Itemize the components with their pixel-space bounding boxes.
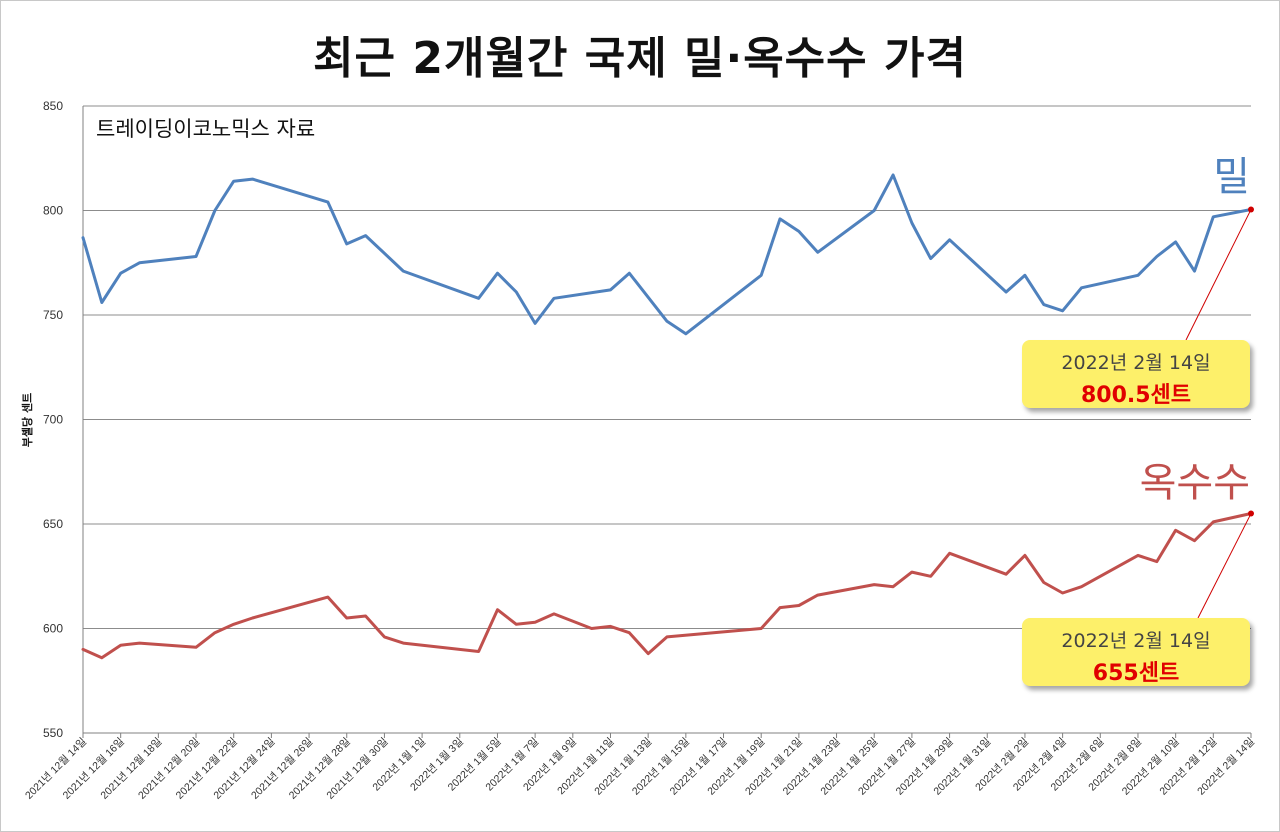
wheat-leader-line: [1185, 209, 1252, 341]
y-tick-label: 700: [43, 413, 63, 427]
series-lines: [81, 173, 1254, 660]
chart-title: 최근 2개월간 국제 밀·옥수수 가격: [313, 33, 967, 84]
corn-callout-date: 2022년 2월 14일: [1061, 630, 1211, 652]
wheat-series-line: [81, 173, 1253, 336]
y-tick-label: 750: [43, 308, 63, 322]
y-tick-label: 850: [43, 99, 63, 113]
y-tick-label: 550: [43, 726, 63, 740]
y-tick-label: 800: [43, 204, 63, 218]
wheat-callout-date: 2022년 2월 14일: [1061, 352, 1211, 374]
wheat-callout: 2022년 2월 14일 800.5센트: [1022, 340, 1250, 408]
source-note: 트레이딩이코노믹스 자료: [96, 117, 315, 141]
corn-series-line: [81, 512, 1253, 660]
corn-callout-value: 655센트: [1092, 661, 1180, 686]
corn-series-label: 옥수수: [1140, 460, 1250, 506]
callout-leader-lines: [1185, 209, 1252, 619]
wheat-callout-value: 800.5센트: [1080, 383, 1192, 408]
wheat-series-label: 밀: [1213, 154, 1250, 200]
y-tick-label: 650: [43, 517, 63, 531]
y-axis-label: 부셸당 센트: [20, 393, 34, 447]
corn-callout: 2022년 2월 14일 655센트: [1022, 618, 1250, 686]
corn-leader-line: [1197, 513, 1252, 619]
y-axis-ticks: 550 600 650 700 750 800 850: [43, 99, 63, 740]
y-tick-label: 600: [43, 622, 63, 636]
gridlines: [82, 105, 1251, 734]
